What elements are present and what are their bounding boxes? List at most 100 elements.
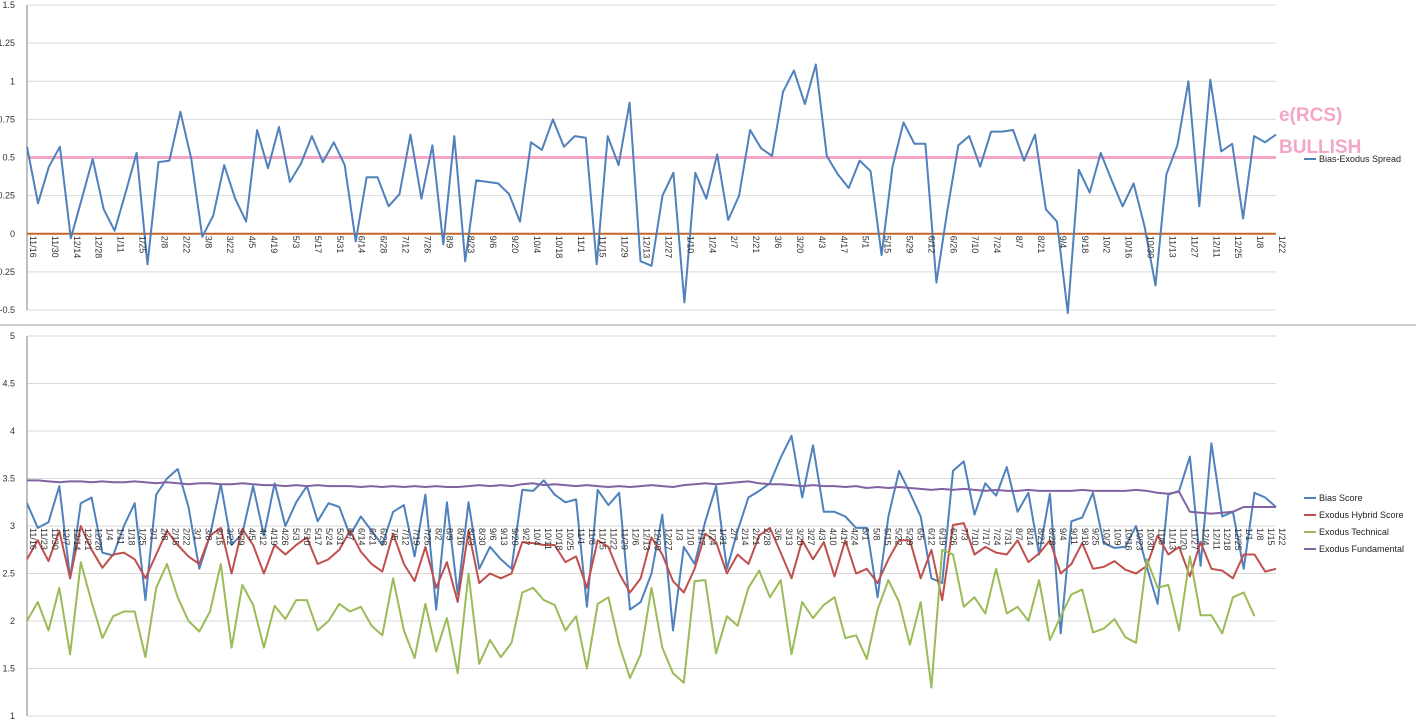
x-tick-label: 1/8 — [1255, 236, 1265, 249]
x-tick-label: 5/31 — [335, 236, 345, 254]
x-tick-label: 8/7 — [1014, 236, 1024, 249]
x-tick-label: 3/6 — [773, 528, 783, 541]
x-tick-label: 12/27 — [663, 236, 673, 259]
x-tick-label: 1/3 — [674, 528, 684, 541]
x-tick-label: 11/16 — [28, 528, 38, 550]
x-tick-label: 8/9 — [444, 236, 454, 249]
legend-label-exodus-technical: Exodus Technical — [1319, 527, 1389, 537]
x-tick-label: 7/10 — [970, 236, 980, 254]
y-tick-label: 5 — [10, 331, 15, 341]
x-tick-label: 1/22 — [1277, 528, 1287, 546]
legend-label-exodus-hybrid-score: Exodus Hybrid Score — [1319, 510, 1404, 520]
x-tick-label: 1/24 — [707, 236, 717, 254]
x-tick-label: 8/30 — [477, 528, 487, 546]
x-tick-label: 9/11 — [1069, 528, 1079, 545]
x-tick-label: 9/18 — [1080, 236, 1090, 254]
x-tick-label: 12/28 — [94, 528, 104, 551]
x-tick-label: 4/3 — [817, 528, 827, 541]
x-tick-label: 2/7 — [729, 236, 739, 249]
y-tick-label: 0.25 — [0, 191, 15, 201]
x-tick-label: 11/30 — [50, 236, 60, 258]
x-tick-label: 6/12 — [926, 236, 936, 254]
x-tick-label: 7/26 — [422, 528, 432, 546]
y-tick-label: 1.25 — [0, 38, 15, 48]
x-tick-label: 8/16 — [455, 528, 465, 546]
y-tick-label: 2.5 — [2, 569, 15, 579]
x-tick-label: 11/15 — [598, 236, 608, 258]
x-tick-label: 12/11 — [1211, 236, 1221, 258]
x-tick-label: 9/13 — [499, 528, 509, 546]
x-tick-label: 5/8 — [872, 528, 882, 541]
x-tick-label: 1/18 — [127, 528, 137, 546]
top-x-axis-ticks: 11/16 11/30 12/14 12/28 1/11 1/25 2/8 2/22 3/8 3/… — [28, 236, 1287, 259]
x-tick-label: 3/8 — [203, 236, 213, 249]
x-tick-label: 1/17 — [696, 528, 706, 546]
x-tick-label: 5/17 — [313, 236, 323, 254]
x-tick-label: 10/9 — [1113, 528, 1123, 546]
y-tick-label: 3.5 — [2, 474, 15, 484]
x-tick-label: 8/9 — [444, 528, 454, 541]
x-tick-label: 3/13 — [784, 528, 794, 546]
x-tick-label: 2/28 — [762, 528, 772, 546]
x-tick-label: 11/30 — [50, 528, 60, 550]
y-tick-label: 3 — [10, 521, 15, 531]
x-tick-label: 10/18 — [554, 236, 564, 259]
x-tick-label: 1/25 — [138, 236, 148, 254]
x-tick-label: 7/26 — [422, 236, 432, 254]
x-tick-label: 7/3 — [959, 528, 969, 541]
x-tick-label: 12/18 — [1222, 528, 1232, 551]
legend-label-exodus-fundamental: Exodus Fundamental — [1319, 544, 1404, 554]
x-tick-label: 5/3 — [291, 236, 301, 249]
x-tick-label: 11/20 — [1178, 528, 1188, 550]
x-tick-label: 5/1 — [861, 236, 871, 249]
x-tick-label: 11/1 — [576, 236, 586, 253]
x-tick-label: 9/4 — [1058, 528, 1068, 541]
x-tick-label: 6/26 — [948, 236, 958, 254]
x-tick-label: 1/15 — [1266, 528, 1276, 546]
series-line-exodus-hybrid-score — [26, 522, 1277, 603]
series-line-bias-exodus-spread — [26, 63, 1277, 315]
x-tick-label: 11/15 — [598, 528, 608, 550]
x-tick-label: 12/13 — [642, 528, 652, 551]
annotation-erc: e(RCS) — [1279, 105, 1342, 126]
bottom-y-axis-ticks: 1 1.5 2 2.5 3 3.5 4 4.5 5 — [2, 331, 15, 721]
x-tick-label: 6/7 — [346, 528, 356, 541]
x-tick-label: 8/21 — [1036, 528, 1046, 546]
legend-label-bias-score: Bias Score — [1319, 493, 1363, 503]
x-tick-label: 4/10 — [828, 528, 838, 546]
x-tick-label: 6/12 — [926, 528, 936, 546]
bottom-series-lines — [26, 434, 1277, 689]
x-tick-label: 3/20 — [795, 528, 805, 546]
x-tick-label: 3/1 — [192, 528, 202, 541]
top-legend: Bias-Exodus Spread — [1304, 154, 1401, 164]
top-chart: -0.5 -0.25 0 0.25 0.5 0.75 1 1.25 1.5 11/16 11/30… — [0, 0, 1401, 315]
x-tick-label: 1/24 — [707, 528, 717, 546]
x-tick-label: 7/10 — [970, 528, 980, 546]
x-tick-label: 3/29 — [236, 528, 246, 546]
x-tick-label: 6/28 — [379, 236, 389, 254]
x-tick-label: 2/8 — [159, 528, 169, 541]
x-tick-label: 5/15 — [883, 236, 893, 254]
x-tick-label: 1/10 — [685, 236, 695, 254]
x-tick-label: 11/23 — [39, 528, 49, 550]
x-tick-label: 5/31 — [335, 528, 345, 546]
x-tick-label: 11/16 — [28, 236, 38, 258]
x-tick-label: 10/30 — [1146, 236, 1156, 259]
x-tick-label: 12/20 — [653, 528, 663, 551]
x-tick-label: 6/5 — [915, 528, 925, 541]
x-tick-label: 1/11 — [116, 236, 126, 253]
y-tick-label: 2 — [10, 616, 15, 626]
x-tick-label: 10/4 — [532, 528, 542, 546]
x-tick-label: 5/15 — [883, 528, 893, 546]
x-tick-label: 11/8 — [587, 528, 597, 545]
x-tick-label: 12/6 — [631, 528, 641, 546]
x-tick-label: 12/28 — [94, 236, 104, 259]
x-tick-label: 4/3 — [817, 236, 827, 249]
x-tick-label: 7/5 — [390, 528, 400, 541]
y-tick-label: 1.5 — [2, 0, 15, 10]
x-tick-label: 4/5 — [247, 236, 257, 249]
x-tick-label: 3/6 — [773, 236, 783, 249]
x-tick-label: 10/23 — [1135, 528, 1145, 551]
x-tick-label: 4/19 — [269, 236, 279, 254]
x-tick-label: 9/20 — [510, 528, 520, 546]
